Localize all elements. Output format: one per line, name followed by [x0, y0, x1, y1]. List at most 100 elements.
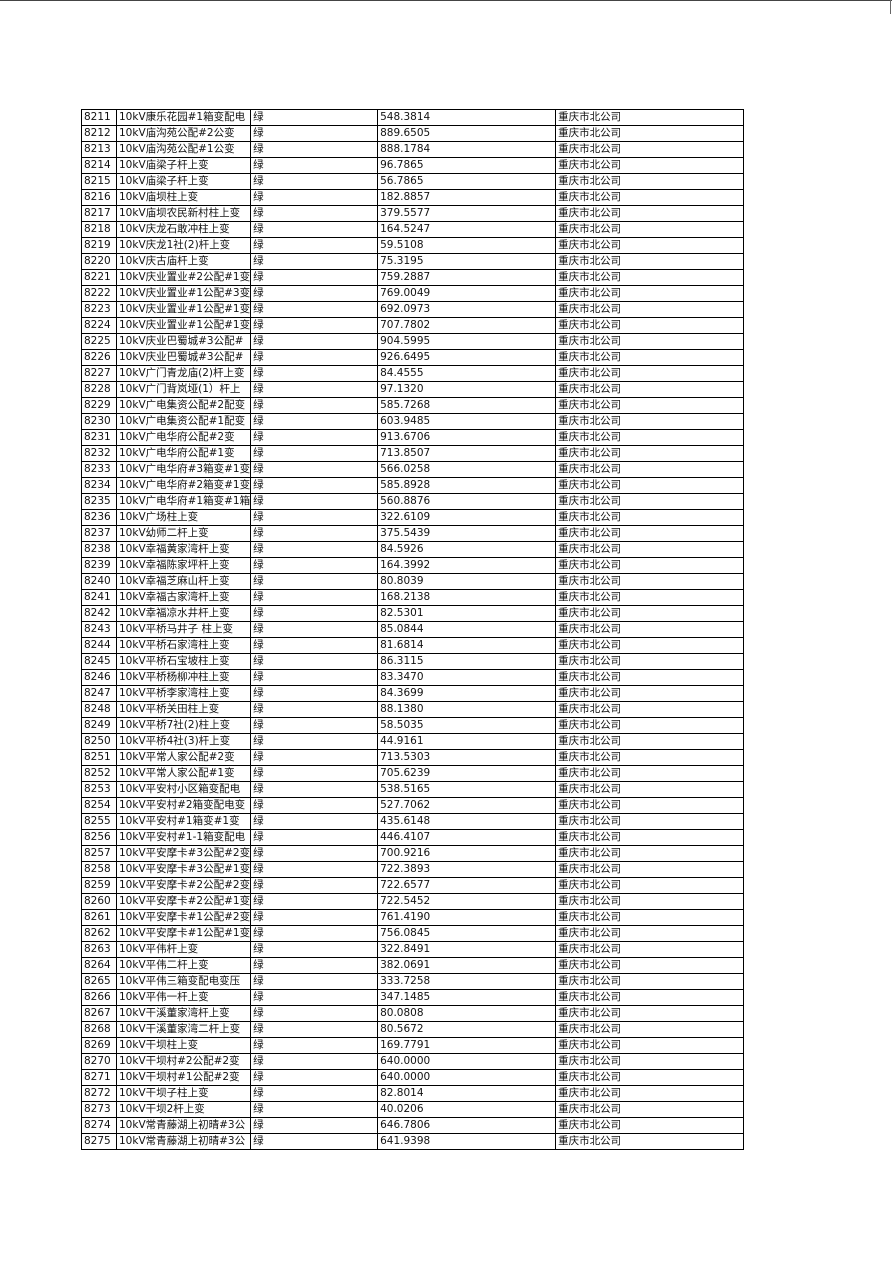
row-id-cell: 8260 [81, 893, 117, 910]
company-cell: 重庆市北公司 [555, 717, 745, 734]
status-cell: 绿 [250, 301, 379, 318]
status-cell: 绿 [250, 733, 379, 750]
transformer-name-cell: 10kV庙坝农民新村柱上变 [115, 205, 252, 222]
status-cell: 绿 [250, 365, 379, 382]
row-id-cell: 8230 [81, 413, 117, 430]
capacity-value-cell: 164.5247 [377, 221, 557, 238]
table-row: 8245 10kV平桥石宝坡柱上变绿 86.3115 重庆市北公司 [81, 653, 745, 670]
table-row: 8222 10kV庆业置业#1公配#3变绿 769.0049 重庆市北公司 [81, 285, 745, 302]
company-cell: 重庆市北公司 [555, 957, 745, 974]
status-cell: 绿 [250, 109, 379, 126]
transformer-name-cell: 10kV幸福黄家湾杆上变 [115, 541, 252, 558]
row-id-cell: 8224 [81, 317, 117, 334]
transformer-name-cell: 10kV庙梁子杆上变 [115, 157, 252, 174]
row-id-cell: 8256 [81, 829, 117, 846]
table-row: 8243 10kV平桥马井子 柱上变绿 85.0844 重庆市北公司 [81, 621, 745, 638]
company-cell: 重庆市北公司 [555, 493, 745, 510]
table-row: 8259 10kV平安摩卡#2公配#2变绿 722.6577 重庆市北公司 [81, 877, 745, 894]
status-cell: 绿 [250, 1101, 379, 1118]
status-cell: 绿 [250, 749, 379, 766]
company-cell: 重庆市北公司 [555, 237, 745, 254]
status-cell: 绿 [250, 1053, 379, 1070]
company-cell: 重庆市北公司 [555, 669, 745, 686]
capacity-value-cell: 646.7806 [377, 1117, 557, 1134]
table-row: 8214 10kV庙梁子杆上变绿 96.7865 重庆市北公司 [81, 157, 745, 174]
table-row: 8212 10kV庙沟苑公配#2公变绿 889.6505 重庆市北公司 [81, 125, 745, 142]
row-id-cell: 8267 [81, 1005, 117, 1022]
capacity-value-cell: 700.9216 [377, 845, 557, 862]
status-cell: 绿 [250, 781, 379, 798]
status-cell: 绿 [250, 1133, 379, 1150]
row-id-cell: 8228 [81, 381, 117, 398]
company-cell: 重庆市北公司 [555, 221, 745, 238]
status-cell: 绿 [250, 637, 379, 654]
table-row: 8218 10kV庆龙石敢冲柱上变绿 164.5247 重庆市北公司 [81, 221, 745, 238]
row-id-cell: 8248 [81, 701, 117, 718]
transformer-name-cell: 10kV庆业置业#2公配#1变 [115, 269, 252, 286]
transformer-name-cell: 10kV干坝2杆上变 [115, 1101, 252, 1118]
status-cell: 绿 [250, 541, 379, 558]
capacity-value-cell: 722.3893 [377, 861, 557, 878]
table-row: 8233 10kV广电华府#3箱变#1变绿 566.0258 重庆市北公司 [81, 461, 745, 478]
company-cell: 重庆市北公司 [555, 429, 745, 446]
row-id-cell: 8250 [81, 733, 117, 750]
table-row: 8238 10kV幸福黄家湾杆上变绿 84.5926 重庆市北公司 [81, 541, 745, 558]
transformer-name-cell: 10kV平安村小区箱变配电 [115, 781, 252, 798]
status-cell: 绿 [250, 285, 379, 302]
company-cell: 重庆市北公司 [555, 877, 745, 894]
capacity-value-cell: 333.7258 [377, 973, 557, 990]
table-row: 8263 10kV平伟杆上变绿 322.8491 重庆市北公司 [81, 941, 745, 958]
status-cell: 绿 [250, 269, 379, 286]
transformer-name-cell: 10kV干溪董家湾二杆上变 [115, 1021, 252, 1038]
page-top-border [0, 0, 892, 1]
capacity-value-cell: 347.1485 [377, 989, 557, 1006]
table-row: 8264 10kV平伟二杆上变绿 382.0691 重庆市北公司 [81, 957, 745, 974]
table-row: 8227 10kV广门青龙庙(2)杆上变绿 84.4555 重庆市北公司 [81, 365, 745, 382]
table-row: 8229 10kV广电集资公配#2配变绿 585.7268 重庆市北公司 [81, 397, 745, 414]
capacity-value-cell: 81.6814 [377, 637, 557, 654]
row-id-cell: 8236 [81, 509, 117, 526]
company-cell: 重庆市北公司 [555, 541, 745, 558]
row-id-cell: 8226 [81, 349, 117, 366]
capacity-value-cell: 40.0206 [377, 1101, 557, 1118]
transformer-name-cell: 10kV常青藤湖上初晴#3公 [115, 1133, 252, 1150]
capacity-value-cell: 641.9398 [377, 1133, 557, 1150]
transformer-name-cell: 10kV平常人家公配#2变 [115, 749, 252, 766]
status-cell: 绿 [250, 157, 379, 174]
transformer-name-cell: 10kV平伟一杆上变 [115, 989, 252, 1006]
company-cell: 重庆市北公司 [555, 413, 745, 430]
status-cell: 绿 [250, 701, 379, 718]
row-id-cell: 8223 [81, 301, 117, 318]
transformer-name-cell: 10kV幸福芝麻山杆上变 [115, 573, 252, 590]
capacity-value-cell: 58.5035 [377, 717, 557, 734]
row-id-cell: 8273 [81, 1101, 117, 1118]
row-id-cell: 8259 [81, 877, 117, 894]
transformer-name-cell: 10kV平安村#1-1箱变配电 [115, 829, 252, 846]
status-cell: 绿 [250, 381, 379, 398]
company-cell: 重庆市北公司 [555, 605, 745, 622]
capacity-value-cell: 435.6148 [377, 813, 557, 830]
company-cell: 重庆市北公司 [555, 685, 745, 702]
transformer-name-cell: 10kV平桥关田柱上变 [115, 701, 252, 718]
transformer-name-cell: 10kV平安村#1箱变#1变 [115, 813, 252, 830]
transformer-name-cell: 10kV康乐花园#1箱变配电 [115, 109, 252, 126]
transformer-name-cell: 10kV平伟杆上变 [115, 941, 252, 958]
table-row: 8272 10kV干坝子柱上变绿 82.8014 重庆市北公司 [81, 1085, 745, 1102]
table-row: 8249 10kV平桥7社(2)柱上变绿 58.5035 重庆市北公司 [81, 717, 745, 734]
capacity-value-cell: 85.0844 [377, 621, 557, 638]
company-cell: 重庆市北公司 [555, 637, 745, 654]
table-row: 8225 10kV庆业巴蜀城#3公配# 绿 904.5995 重庆市北公司 [81, 333, 745, 350]
table-row: 8271 10kV干坝村#1公配#2变绿 640.0000 重庆市北公司 [81, 1069, 745, 1086]
status-cell: 绿 [250, 1069, 379, 1086]
company-cell: 重庆市北公司 [555, 1117, 745, 1134]
status-cell: 绿 [250, 925, 379, 942]
transformer-name-cell: 10kV广电华府公配#1变 [115, 445, 252, 462]
status-cell: 绿 [250, 1037, 379, 1054]
transformer-name-cell: 10kV干坝村#1公配#2变 [115, 1069, 252, 1086]
transformer-name-cell: 10kV平桥石家湾柱上变 [115, 637, 252, 654]
capacity-value-cell: 83.3470 [377, 669, 557, 686]
table-row: 8262 10kV平安摩卡#1公配#1变绿 756.0845 重庆市北公司 [81, 925, 745, 942]
table-row: 8219 10kV庆龙1社(2)杆上变绿 59.5108 重庆市北公司 [81, 237, 745, 254]
table-row: 8216 10kV庙坝柱上变绿 182.8857 重庆市北公司 [81, 189, 745, 206]
table-row: 8241 10kV幸福古家湾杆上变绿 168.2138 重庆市北公司 [81, 589, 745, 606]
